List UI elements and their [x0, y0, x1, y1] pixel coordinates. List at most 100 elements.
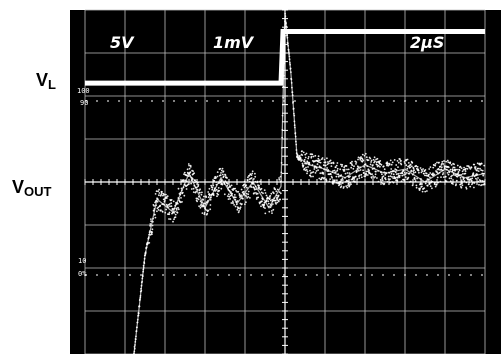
- trace-vout-point: [234, 205, 237, 208]
- trace-vout-point: [248, 180, 251, 183]
- trace-vout-point: [259, 180, 261, 183]
- trace-vout-point: [384, 177, 387, 179]
- trace-vout-point: [420, 171, 423, 174]
- trace-vout-point: [240, 188, 243, 191]
- trace-vout-point: [471, 177, 474, 180]
- trace-vout-point: [384, 173, 387, 176]
- trace-vout-point: [219, 174, 222, 177]
- trace-vout-point: [204, 202, 207, 205]
- trace-vout-point: [341, 165, 343, 168]
- trace-vout-point: [250, 186, 253, 189]
- trace-vout-point: [381, 177, 384, 180]
- trace-vout-point: [189, 171, 192, 174]
- trace-vout-point: [481, 180, 484, 182]
- trace-vout-point: [172, 200, 175, 203]
- trace-vout-point: [303, 158, 306, 161]
- trace-vout-point: [342, 179, 344, 181]
- trace-vout-point: [151, 228, 154, 231]
- trace-vout-point: [355, 161, 358, 164]
- trace-vout-point: [272, 192, 275, 195]
- trace-vout-point: [421, 183, 423, 185]
- trace-vout-point: [325, 179, 328, 182]
- trace-vout-point: [339, 180, 341, 183]
- trace-vout-point: [299, 155, 301, 157]
- trace-vout: [133, 14, 486, 354]
- trace-vout-point: [305, 168, 308, 171]
- trace-vout-point: [400, 163, 403, 166]
- trace-vout-point: [168, 218, 170, 220]
- trace-vout-point: [262, 206, 265, 209]
- trace-vout-point: [414, 180, 417, 182]
- trace-vout-point: [388, 163, 391, 166]
- trace-vout-point: [476, 162, 479, 165]
- trace-vout-point: [414, 171, 417, 174]
- trace-vout-point: [183, 173, 185, 176]
- trace-vout-point: [344, 181, 347, 183]
- trace-vout-point: [474, 166, 477, 168]
- trace-vout-point: [154, 216, 157, 219]
- trace-vout-point: [409, 163, 412, 166]
- trace-vout-point: [205, 196, 208, 199]
- trace-vout-point: [376, 157, 379, 160]
- trace-vout-point: [362, 169, 364, 172]
- trace-vout-point: [474, 167, 477, 170]
- trace-vout-point: [456, 164, 459, 167]
- trace-vout-point: [279, 192, 282, 195]
- trace-vout-point: [330, 173, 332, 176]
- trace-vout-point: [180, 187, 183, 190]
- trace-vout-point: [374, 176, 376, 178]
- trace-vout-point: [362, 159, 365, 162]
- trace-vout-point: [157, 209, 160, 211]
- trace-vout-point: [441, 160, 444, 163]
- trace-vout-point: [405, 164, 408, 167]
- trace-vout-point: [258, 202, 261, 205]
- trace-vout-point: [277, 200, 280, 203]
- trace-vout-point: [221, 183, 224, 186]
- trace-vout-point: [209, 208, 212, 211]
- trace-vout-point: [209, 194, 211, 196]
- trace-vout-point: [320, 178, 323, 181]
- trace-vout-point: [445, 160, 448, 163]
- trace-vout-point: [401, 174, 404, 177]
- trace-vout-point: [240, 194, 243, 197]
- trace-vout-point: [260, 205, 262, 208]
- trace-vout-point: [464, 170, 467, 173]
- trace-vout-point: [346, 172, 349, 174]
- trace-vout-point: [426, 190, 428, 192]
- trace-vout-point: [253, 178, 255, 180]
- trace-vout-point: [477, 180, 480, 183]
- trace-vout-point: [188, 164, 191, 167]
- trace-vout-point: [149, 223, 152, 225]
- trace-vout-point: [332, 170, 334, 172]
- trace-vout-point: [465, 187, 468, 190]
- trace-vout-point: [197, 198, 200, 201]
- trace-vout-point: [332, 162, 335, 165]
- trace-vout-point: [419, 167, 422, 169]
- trace-vout-point: [440, 166, 443, 169]
- trace-vout-point: [451, 174, 453, 177]
- trace-vout-point: [372, 164, 374, 166]
- trace-vout-point: [457, 172, 459, 175]
- trace-vout-point: [305, 152, 308, 155]
- trace-vout-point: [400, 160, 402, 162]
- trace-vout-point: [232, 202, 235, 204]
- trace-vout-point: [275, 203, 277, 205]
- trace-vout-point: [335, 171, 337, 173]
- trace-vout-point: [469, 168, 472, 170]
- trace-vout-point: [301, 154, 304, 157]
- trace-vout-point: [347, 168, 350, 171]
- trace-vout-point: [450, 177, 453, 180]
- trace-vout-point: [442, 172, 445, 174]
- trace-vout-point: [394, 168, 397, 171]
- trace-vout-point: [306, 170, 309, 173]
- channel1-scale: 5V: [110, 33, 135, 52]
- trace-vout-point: [359, 158, 362, 161]
- trace-vout-point: [211, 186, 214, 189]
- trace-vout-point: [246, 197, 249, 199]
- trace-vout-point: [387, 162, 389, 165]
- trace-vout-point: [319, 172, 322, 175]
- trace-vout-point: [354, 175, 357, 178]
- trace-vout-point: [314, 172, 317, 174]
- trace-vout-point: [364, 152, 367, 155]
